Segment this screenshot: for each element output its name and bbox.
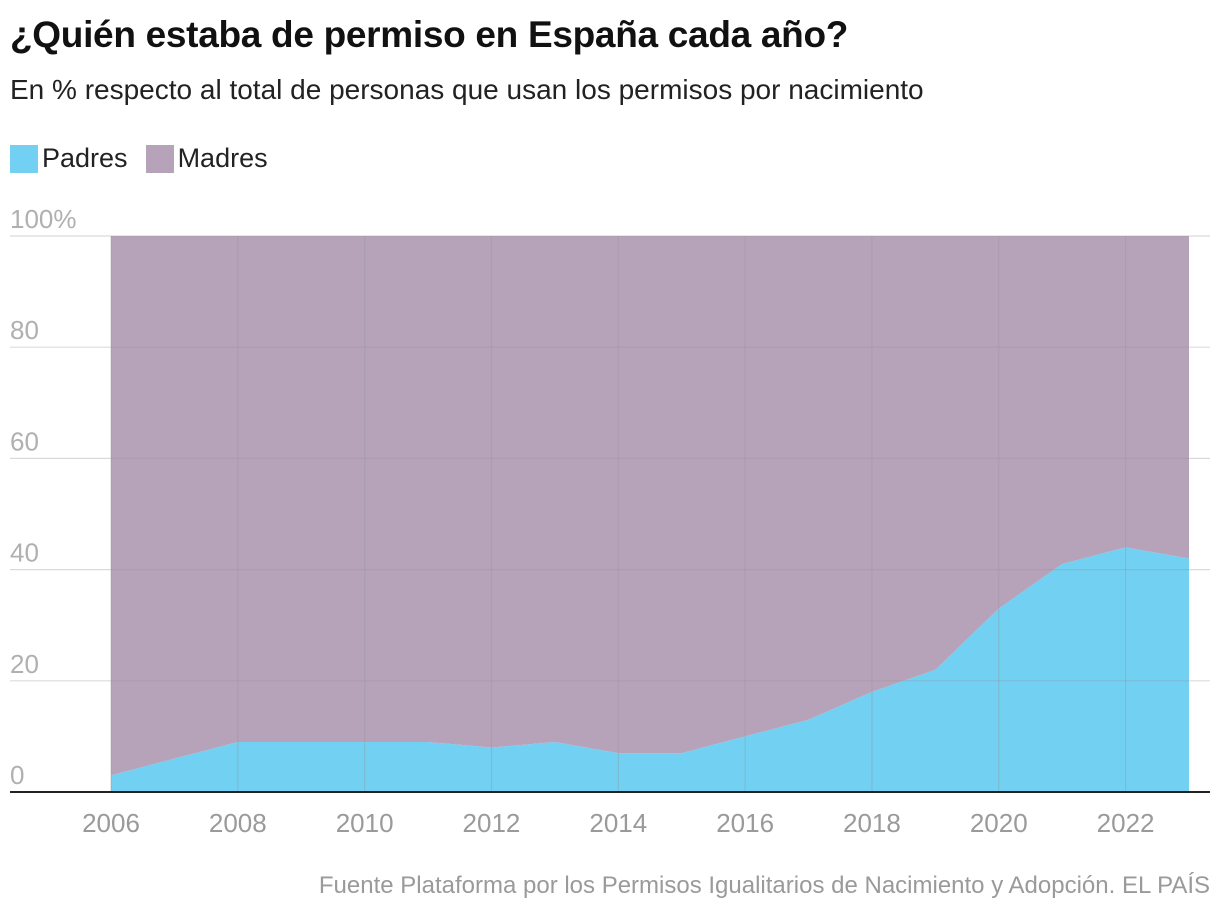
area-padres	[111, 547, 1189, 792]
legend-swatch-madres	[145, 144, 174, 173]
legend-swatch-padres	[10, 144, 38, 173]
x-tick-label: 2012	[463, 808, 521, 838]
chart-subtitle: En % respecto al total de personas que u…	[10, 74, 924, 105]
legend-item-madres: Madres	[145, 143, 268, 174]
y-tick-label: 20	[10, 649, 39, 679]
x-tick-label: 2018	[843, 808, 901, 838]
x-tick-label: 2020	[970, 808, 1028, 838]
x-tick-label: 2010	[336, 808, 394, 838]
legend-item-padres: Padres	[10, 143, 128, 174]
x-tick-label: 2006	[82, 808, 140, 838]
y-tick-label: 0	[10, 760, 24, 790]
legend: Padres Madres	[10, 143, 286, 174]
y-tick-label: 40	[10, 538, 39, 568]
x-tick-label: 2014	[589, 808, 647, 838]
area-madres	[111, 236, 1189, 776]
legend-label-madres: Madres	[177, 143, 268, 173]
x-axis-ticks: 2006 2008 2010 2012 2014 2016 2018 2020 2022	[82, 808, 1154, 838]
y-axis-ticks: 0 20 40 60 80 100%	[10, 204, 77, 790]
y-tick-label: 80	[10, 315, 39, 345]
x-tick-label: 2016	[716, 808, 774, 838]
x-tick-label: 2022	[1097, 808, 1155, 838]
chart-areas	[111, 236, 1189, 792]
y-tick-label: 100%	[10, 204, 77, 234]
source-note: Fuente Plataforma por los Permisos Igual…	[318, 872, 1210, 899]
y-tick-label: 60	[10, 426, 39, 456]
legend-label-padres: Padres	[42, 143, 128, 173]
chart-gridlines	[10, 235, 1210, 792]
x-tick-label: 2008	[209, 808, 267, 838]
chart-title: ¿Quién estaba de permiso en España cada …	[10, 14, 849, 55]
